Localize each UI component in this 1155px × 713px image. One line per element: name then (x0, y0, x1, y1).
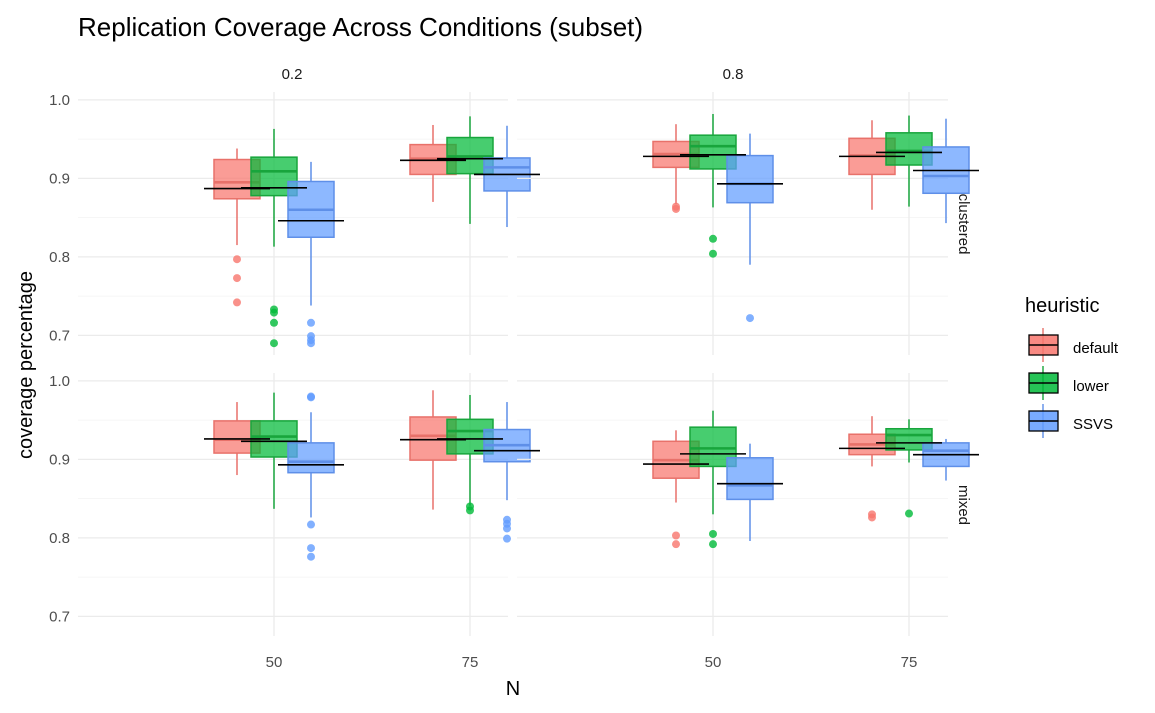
y-tick-label: 0.8 (49, 530, 70, 547)
facet-col-label-1: 0.8 (723, 66, 744, 83)
legend-key-lower (1028, 366, 1059, 400)
legend: heuristic default lower SSVS (1025, 295, 1119, 438)
box-iqr (287, 442, 335, 474)
panel-0.2-clustered (78, 92, 540, 355)
box-SSVS-50 (287, 392, 335, 561)
outlier-point (746, 314, 754, 323)
outlier-point (709, 249, 717, 258)
box-SSVS-50 (726, 133, 774, 323)
box-SSVS-50 (287, 161, 335, 348)
box-iqr (726, 154, 774, 204)
outlier-point (709, 234, 717, 243)
y-tick-label: 0.9 (49, 170, 70, 187)
box-iqr (689, 426, 737, 468)
y-tick-label: 0.9 (49, 451, 70, 468)
outlier-point (270, 339, 278, 348)
box-iqr (726, 457, 774, 501)
outlier-point (233, 255, 241, 264)
outlier-point (672, 204, 680, 213)
outlier-point (233, 298, 241, 307)
x-tick-label: 50 (266, 654, 283, 671)
panels-layer (78, 92, 979, 636)
legend-keys (1028, 328, 1059, 438)
outlier-point (709, 540, 717, 549)
outlier-point (503, 534, 511, 543)
legend-label-ssvs: SSVS (1073, 416, 1113, 433)
x-tick-labels: 50 75 50 75 (266, 654, 918, 671)
outlier-point (270, 318, 278, 327)
legend-title: heuristic (1025, 295, 1099, 317)
facet-row-label-0: clustered (955, 194, 972, 255)
y-tick-label: 1.0 (49, 92, 70, 109)
panel-0.8-clustered (517, 92, 979, 355)
y-tick-label: 0.7 (49, 327, 70, 344)
outlier-point (307, 552, 315, 561)
x-axis-title: N (506, 678, 520, 700)
y-tick-label: 0.7 (49, 608, 70, 625)
box-SSVS-50 (726, 443, 774, 542)
outlier-point (307, 318, 315, 327)
outlier-point (307, 544, 315, 553)
box-SSVS-75 (922, 438, 970, 481)
y-tick-label: 0.8 (49, 249, 70, 266)
outlier-point (672, 540, 680, 549)
outlier-point (868, 513, 876, 522)
legend-key-default (1028, 328, 1059, 362)
outlier-point (307, 339, 315, 348)
outlier-point (709, 529, 717, 538)
x-tick-label: 75 (462, 654, 479, 671)
outlier-point (503, 524, 511, 533)
box-lower-50 (689, 410, 737, 549)
outlier-point (466, 506, 474, 515)
facet-col-label-0: 0.2 (282, 66, 303, 83)
facet-row-label-1: mixed (955, 485, 972, 525)
x-tick-label: 50 (705, 654, 722, 671)
chart-title: Replication Coverage Across Conditions (… (78, 12, 643, 42)
legend-label-default: default (1073, 340, 1119, 357)
x-tick-label: 75 (901, 654, 918, 671)
outlier-point (233, 274, 241, 283)
panel-0.2-mixed (78, 373, 540, 636)
legend-label-lower: lower (1073, 378, 1109, 395)
outlier-point (672, 531, 680, 540)
outlier-point (307, 520, 315, 529)
y-tick-labels: 0.7 0.8 0.9 1.0 0.7 0.8 0.9 1.0 (49, 92, 70, 626)
box-lower-50 (250, 128, 298, 348)
box-lower-75 (885, 419, 933, 518)
outlier-point (307, 393, 315, 402)
box-lower-75 (446, 116, 494, 224)
outlier-point (905, 509, 913, 518)
panel-0.8-mixed (517, 373, 979, 636)
box-SSVS-75 (483, 402, 531, 543)
y-tick-label: 1.0 (49, 373, 70, 390)
legend-key-SSVS (1028, 404, 1059, 438)
y-axis-title: coverage percentage (15, 271, 37, 459)
outlier-point (270, 308, 278, 317)
